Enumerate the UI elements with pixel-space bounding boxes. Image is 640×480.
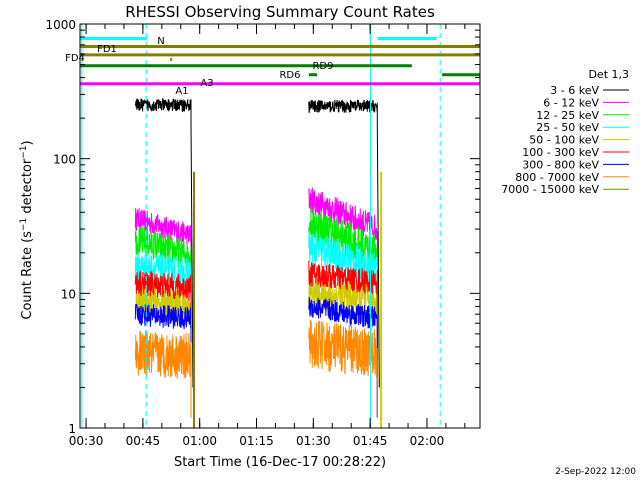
x-tick-label-0115: 01:15 <box>239 434 274 448</box>
flag-bars: N FD1 FD4 RD9 RD6 A1 A3 <box>65 36 480 97</box>
footer-date: 2-Sep-2022 12:00 <box>555 467 636 477</box>
series-line-12-25keV-seg1 <box>308 206 378 418</box>
series-line-300-800keV-seg0 <box>134 303 192 418</box>
flag-label-a3: A3 <box>200 78 213 89</box>
legend-label-4: 50 - 100 keV <box>529 134 599 147</box>
plot-area <box>81 24 441 428</box>
x-axis-label: Start Time (16-Dec-17 00:28:22) <box>174 455 386 470</box>
flag-dot <box>170 57 173 61</box>
flag-label-fd1: FD1 <box>97 44 117 55</box>
legend-title: Det 1,3 <box>588 68 629 81</box>
legend-label-7: 800 - 7000 keV <box>515 171 599 184</box>
series-line-300-800keV-seg1 <box>308 296 378 418</box>
y-tick-label-1: 1 <box>68 422 76 436</box>
series-line-800-7000keV-seg1 <box>308 319 378 418</box>
y-tick-label-1000: 1000 <box>45 18 76 32</box>
legend-label-8: 7000 - 15000 keV <box>501 183 599 196</box>
flag-label-a1: A1 <box>175 86 188 97</box>
series-line-100-300keV-seg1 <box>308 260 378 418</box>
flag-label-rd6: RD6 <box>279 70 300 81</box>
x-tick-label-0200: 02:00 <box>410 434 445 448</box>
axes: 1 10 100 1000 00:30 00:45 01:00 01:15 01:30 01:45… <box>45 18 481 448</box>
legend-label-1: 6 - 12 keV <box>543 96 599 109</box>
legend-label-0: 3 - 6 keV <box>550 84 599 97</box>
series-line-25-50keV-seg0 <box>134 251 192 418</box>
series-line-6-12keV-seg0 <box>134 208 192 418</box>
plot-frame <box>79 23 481 429</box>
flag-label-rd9: RD9 <box>312 61 333 72</box>
chart-title: RHESSI Observing Summary Count Rates <box>125 3 435 21</box>
y-axis-label: Count Rate (s−1 detector−1) <box>19 140 35 319</box>
legend-label-6: 300 - 800 keV <box>522 158 599 171</box>
y-tick-label-10: 10 <box>61 287 76 301</box>
x-tick-label-0045: 00:45 <box>126 434 161 448</box>
flag-label-n: N <box>157 36 164 47</box>
legend-label-5: 100 - 300 keV <box>522 146 599 159</box>
flag-label-fd4: FD4 <box>65 53 85 64</box>
x-tick-label-0030: 00:30 <box>69 434 104 448</box>
series-line-50-100keV-seg0 <box>134 284 192 418</box>
legend-label-3: 25 - 50 keV <box>536 121 599 134</box>
x-tick-label-0100: 01:00 <box>182 434 217 448</box>
series-line-6-12keV-seg1 <box>308 187 378 418</box>
x-tick-label-0130: 01:30 <box>296 434 331 448</box>
y-tick-label-100: 100 <box>53 153 76 167</box>
x-tick-label-0145: 01:45 <box>353 434 388 448</box>
series-line-100-300keV-seg0 <box>134 270 192 418</box>
series-line-3-6keV-seg1 <box>308 99 380 388</box>
series-line-800-7000keV-seg0 <box>134 330 192 418</box>
legend-label-2: 12 - 25 keV <box>536 109 599 122</box>
series-line-12-25keV-seg0 <box>134 226 192 418</box>
series-line-3-6keV-seg0 <box>134 97 194 388</box>
